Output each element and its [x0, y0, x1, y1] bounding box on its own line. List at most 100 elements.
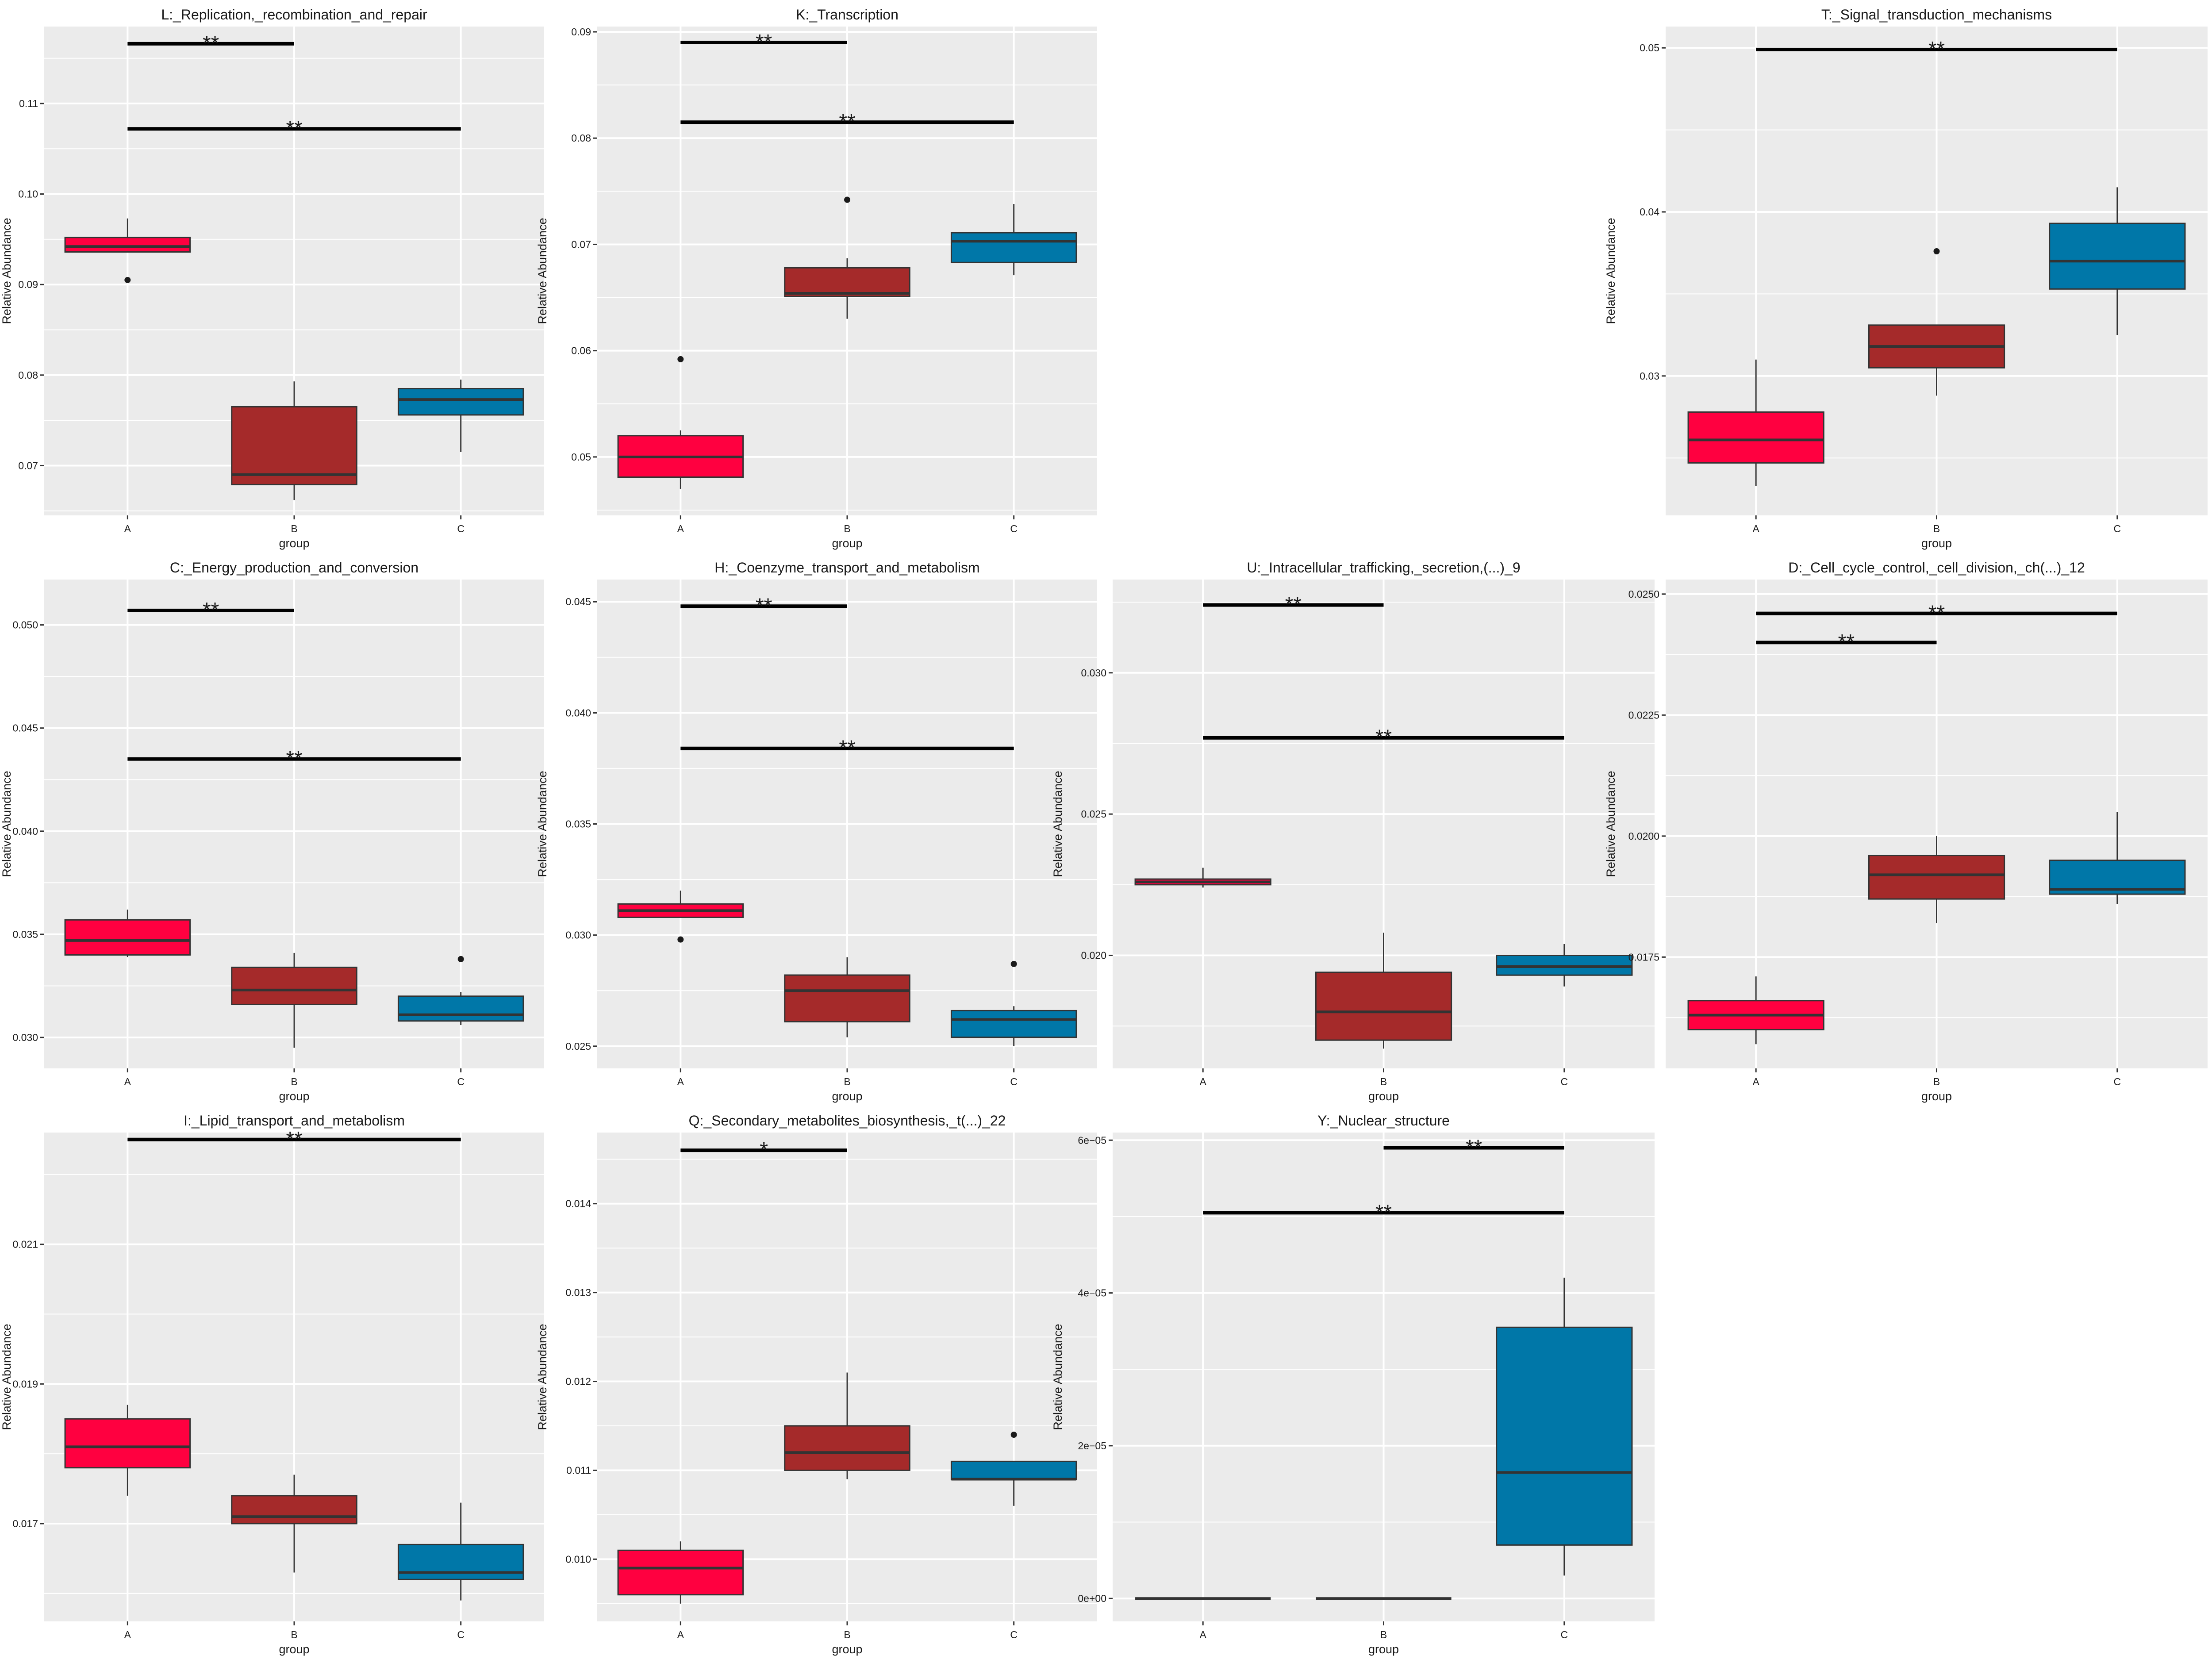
- y-tick-label: 0.019: [12, 1378, 38, 1390]
- x-tick-label: A: [1752, 1076, 1759, 1087]
- box-body: [397, 388, 524, 416]
- significance-label: **: [1285, 593, 1302, 616]
- y-tick-label: 0.0200: [1628, 830, 1659, 842]
- chart-title: L:_Replication,_recombination_and_repair: [161, 7, 427, 23]
- significance-label: **: [286, 747, 302, 771]
- x-tick-label: A: [677, 1076, 684, 1087]
- significance-label: **: [1375, 726, 1392, 749]
- box-A: [617, 1541, 744, 1604]
- significance-label: **: [286, 1128, 302, 1151]
- significance-label: **: [1375, 1201, 1392, 1224]
- x-tick-label: C: [2114, 523, 2121, 534]
- x-tick-label: A: [677, 523, 684, 534]
- y-tick-label: 0.040: [12, 826, 38, 837]
- y-axis-label: Relative Abundance: [0, 1324, 13, 1430]
- y-axis-label: Relative Abundance: [0, 218, 13, 324]
- chart-title: C:_Energy_production_and_conversion: [170, 560, 419, 576]
- chart-panel: 0.017 0.019 0.021 A B C **I:_Lipid_transport_a…: [0, 1113, 544, 1656]
- box-C: [950, 1432, 1077, 1506]
- significance-label: **: [203, 599, 219, 622]
- chart-title: U:_Intracellular_trafficking,_secretion,…: [1247, 560, 1520, 576]
- significance-label: **: [1838, 630, 1855, 654]
- y-tick-label: 0.025: [1081, 808, 1106, 820]
- y-tick-label: 0.11: [19, 98, 38, 109]
- y-tick-label: 0.0250: [1628, 588, 1659, 600]
- significance-label: **: [1928, 602, 1945, 625]
- chart-panel: 0.05 0.06 0.07 0.08 0.09 A B C ** ** K:_Transcript…: [536, 7, 1097, 550]
- box-C: [2049, 187, 2186, 335]
- box-A: [64, 1405, 191, 1496]
- x-axis-label: group: [279, 1090, 309, 1103]
- x-tick-label: A: [124, 523, 131, 534]
- significance-label: **: [1466, 1136, 1482, 1160]
- y-axis-label: Relative Abundance: [0, 771, 13, 877]
- chart-panel: 0.030 0.035 0.040 0.045 0.050 A B C ** ** C:_Energ…: [0, 560, 544, 1103]
- box-C: [950, 960, 1077, 1046]
- significance-label: *: [760, 1138, 768, 1162]
- x-tick-label: A: [677, 1629, 684, 1640]
- y-tick-label: 0.030: [1081, 667, 1106, 679]
- x-tick-label: B: [291, 523, 297, 534]
- x-axis-label: group: [279, 537, 309, 550]
- x-tick-label: B: [1380, 1629, 1387, 1640]
- x-tick-label: B: [844, 523, 850, 534]
- x-tick-label: A: [1752, 523, 1759, 534]
- x-axis-label: group: [832, 537, 862, 550]
- box-body: [950, 1460, 1077, 1480]
- box-B: [231, 1475, 357, 1573]
- box-body: [397, 995, 524, 1022]
- y-tick-label: 0.035: [565, 818, 591, 830]
- y-tick-label: 0.04: [1640, 206, 1659, 218]
- y-tick-label: 0.07: [571, 238, 591, 250]
- box-C: [950, 204, 1077, 276]
- y-tick-label: 0.10: [18, 188, 38, 200]
- box-body: [784, 267, 910, 297]
- y-tick-label: 0.06: [571, 345, 591, 357]
- box-B: [1868, 836, 2005, 923]
- significance-label: **: [839, 110, 855, 134]
- chart-panel: 0.07 0.08 0.09 0.10 0.11 A B C ** ** L:_Replicatio…: [0, 7, 544, 550]
- chart-title: T:_Signal_transduction_mechanisms: [1821, 7, 2052, 23]
- box-C: [1496, 944, 1633, 987]
- box-body: [2049, 223, 2186, 290]
- x-axis-label: group: [832, 1643, 862, 1656]
- x-tick-label: C: [1561, 1076, 1568, 1087]
- box-B: [784, 1372, 910, 1479]
- box-A: [1687, 359, 1824, 486]
- box-B: [784, 196, 910, 319]
- box-C: [2049, 812, 2186, 904]
- box-body: [950, 1010, 1077, 1038]
- x-tick-label: A: [124, 1629, 131, 1640]
- y-tick-label: 0.07: [18, 460, 38, 471]
- x-axis-label: group: [279, 1643, 309, 1656]
- x-tick-label: B: [291, 1076, 297, 1087]
- chart-panel: 0.0175 0.0200 0.0225 0.0250 A B C ** ** D:_Cell_c…: [1604, 560, 2208, 1103]
- box-body: [64, 237, 191, 253]
- x-tick-label: C: [457, 1076, 465, 1087]
- x-tick-label: B: [1933, 1076, 1940, 1087]
- box-A: [64, 909, 191, 957]
- significance-label: **: [839, 737, 855, 760]
- x-tick-label: B: [1380, 1076, 1387, 1087]
- y-tick-label: 0.010: [565, 1553, 591, 1565]
- box-body: [397, 1544, 524, 1580]
- y-tick-label: 0.017: [12, 1518, 38, 1529]
- x-tick-label: A: [124, 1076, 131, 1087]
- y-axis-label: Relative Abundance: [536, 1324, 549, 1430]
- x-tick-label: C: [1561, 1629, 1568, 1640]
- box-body: [1687, 411, 1824, 464]
- y-tick-label: 0.021: [12, 1239, 38, 1250]
- chart-panel: 0.025 0.030 0.035 0.040 0.045 A B C ** ** H:_Coenz…: [536, 560, 1097, 1103]
- y-tick-label: 0.025: [565, 1041, 591, 1052]
- x-tick-label: C: [1010, 1629, 1018, 1640]
- x-tick-label: C: [2114, 1076, 2121, 1087]
- y-axis-label: Relative Abundance: [536, 218, 549, 324]
- outlier-point: [1010, 1432, 1017, 1438]
- box-body: [617, 1549, 744, 1596]
- x-axis-label: group: [1921, 537, 1952, 550]
- chart-panel: 0.020 0.025 0.030 A B C ** ** U:_Intracellular_t…: [1051, 560, 1655, 1103]
- box-C: [1496, 1278, 1633, 1576]
- chart-title: D:_Cell_cycle_control,_cell_division,_ch…: [1788, 560, 2085, 576]
- y-axis-label: Relative Abundance: [1051, 771, 1064, 877]
- x-tick-label: C: [457, 1629, 465, 1640]
